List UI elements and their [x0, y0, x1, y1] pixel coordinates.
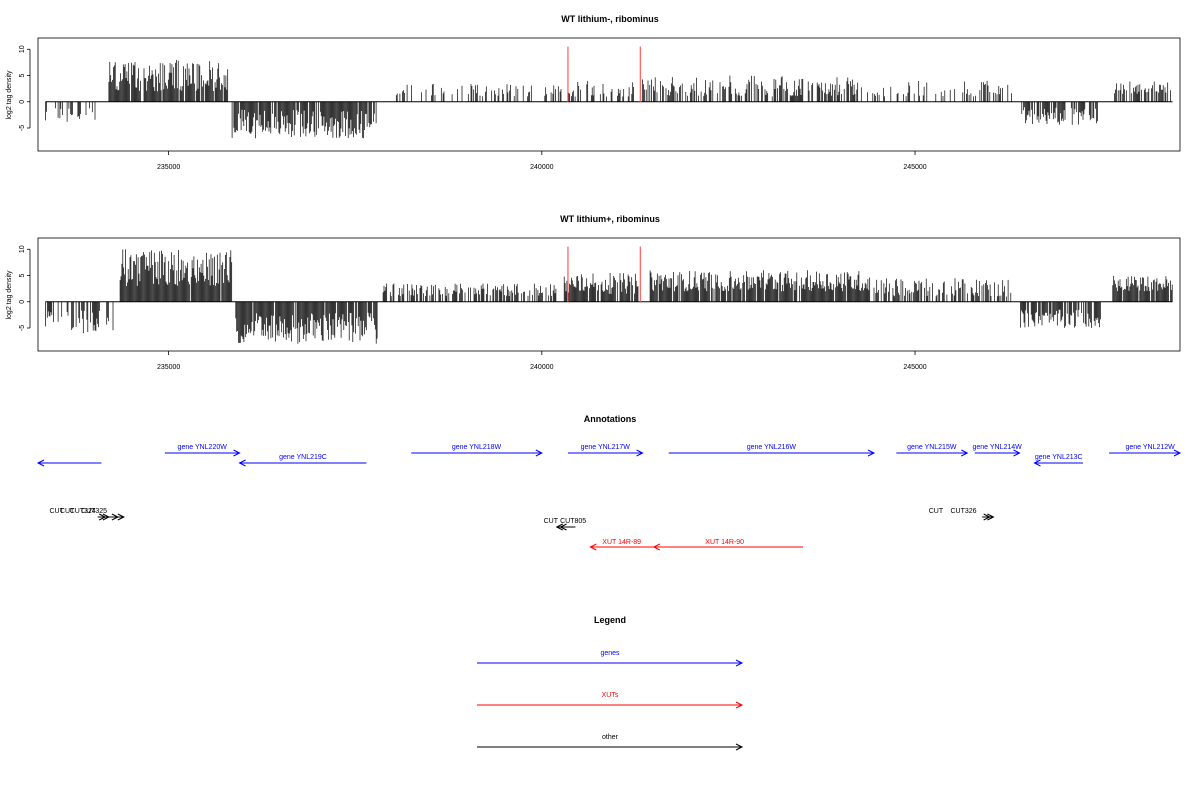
x-tick-label: 240000: [530, 164, 553, 171]
x-tick-label: 245000: [903, 164, 926, 171]
legend-label: other: [602, 734, 619, 741]
y-axis-label: log2 tag density: [6, 70, 13, 120]
y-tick-label: -5: [19, 325, 26, 331]
x-axis: 235000 240000 245000: [157, 351, 927, 371]
annotation-label: CUT: [49, 508, 64, 515]
gene-arrow: [238, 459, 367, 467]
annotation-label: CUT805: [560, 518, 586, 525]
y-axis: -5 0 5 10: [19, 245, 31, 331]
panel-title: WT lithium-, ribominus: [561, 14, 659, 24]
gene-arrow: [1109, 449, 1182, 457]
annotation-label: gene YNL216W: [747, 444, 797, 451]
y-tick-label: 10: [19, 245, 26, 253]
annotation-label: CUT325: [81, 508, 107, 515]
annotation-label: gene YNL213C: [1035, 454, 1083, 461]
annotation-label: gene YNL219C: [279, 454, 327, 461]
annotation-label: CUT: [60, 508, 75, 515]
annotation-label: CUT324: [70, 508, 96, 515]
gene-arrow: [1033, 459, 1083, 467]
annotation-label: gene YNL217W: [581, 444, 631, 451]
x-tick-label: 245000: [903, 364, 926, 371]
y-axis-label: log2 tag density: [6, 270, 13, 320]
annotation-label: XUT 14R-90: [705, 539, 744, 546]
annotation-label: CUT: [929, 508, 944, 515]
other-arrow: [112, 513, 125, 521]
xut-arrow: [589, 543, 654, 551]
marker-lines: [567, 46, 641, 102]
marker-lines: [567, 246, 641, 302]
plot-frame: [37, 37, 1181, 152]
xut-arrow: [652, 543, 804, 551]
panel-title: WT lithium+, ribominus: [560, 214, 660, 224]
legend-label: genes: [600, 650, 620, 657]
y-tick-label: 0: [19, 100, 26, 104]
x-axis: 235000 240000 245000: [157, 151, 927, 171]
legend-item: XUTs: [477, 692, 744, 709]
signal-bars: [45, 59, 1173, 139]
annotation-label: XUT 14R-89: [602, 539, 641, 546]
annotation-label: gene YNL218W: [452, 444, 502, 451]
signal-panel-lithium-minus: WT lithium-, ribominus log2 tag density …: [6, 14, 1181, 171]
annotation-label: CUT326: [951, 508, 977, 515]
x-tick-label: 240000: [530, 364, 553, 371]
xut-arrows: XUT 14R-89 XUT 14R-90: [589, 539, 804, 551]
gene-arrows: gene YNL220W gene YNL219C gene YNL218W gene…: [36, 444, 1182, 467]
y-tick-label: 5: [19, 73, 26, 77]
plot-frame: [37, 237, 1181, 352]
y-tick-label: 10: [19, 45, 26, 53]
gene-arrow: [668, 449, 876, 457]
annotation-label: gene YNL212W: [1125, 444, 1175, 451]
x-tick-label: 235000: [157, 364, 180, 371]
gene-arrow: [164, 449, 241, 457]
gene-arrow: [411, 449, 543, 457]
annotation-label: gene YNL215W: [907, 444, 957, 451]
y-tick-label: -5: [19, 125, 26, 131]
legend-label: XUTs: [602, 692, 619, 699]
gene-arrow: [567, 449, 644, 457]
legend: Legend genes XUTs other: [477, 615, 744, 751]
other-arrow: [982, 513, 995, 521]
annotation-label: gene YNL214W: [972, 444, 1022, 451]
annotation-label: CUT: [544, 518, 559, 525]
other-arrow: [559, 523, 576, 531]
other-arrow: [101, 513, 111, 521]
signal-panel-lithium-plus: WT lithium+, ribominus log2 tag density …: [6, 214, 1181, 371]
signal-bars: [45, 249, 1173, 344]
y-tick-label: 5: [19, 273, 26, 277]
annotation-label: gene YNL220W: [178, 444, 228, 451]
legend-title: Legend: [594, 615, 626, 625]
legend-item: genes: [477, 650, 744, 667]
legend-item: other: [477, 734, 744, 751]
y-axis: -5 0 5 10: [19, 45, 31, 131]
x-tick-label: 235000: [157, 164, 180, 171]
gene-arrow: [36, 459, 102, 467]
gene-arrow: [896, 449, 969, 457]
gene-arrow: [974, 449, 1021, 457]
y-tick-label: 0: [19, 300, 26, 304]
legend-items: genes XUTs other: [477, 650, 744, 751]
annotations-title: Annotations: [584, 414, 637, 424]
